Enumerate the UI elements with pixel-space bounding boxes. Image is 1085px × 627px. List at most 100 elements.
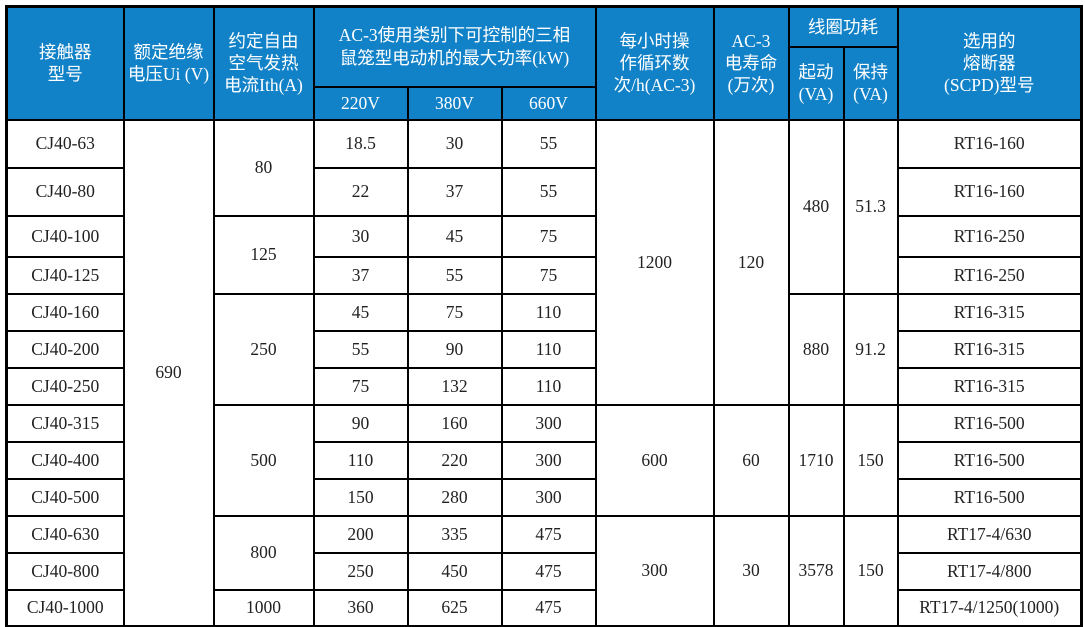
header-ac3-max-power: AC-3使用类别下可控制的三相 鼠笼型电动机的最大功率(kW) bbox=[312, 5, 597, 88]
cell-coil-hold: 91.2 bbox=[842, 292, 899, 406]
header-thermal-current: 约定自由 空气发热 电流Ith(A) bbox=[212, 5, 315, 121]
cell-fuse: RT16-250 bbox=[896, 214, 1083, 258]
header-electrical-life: AC-3 电寿命 (万次) bbox=[712, 5, 790, 121]
cell-cycles: 1200 bbox=[594, 118, 715, 406]
cell-fuse: RT16-315 bbox=[896, 292, 1083, 332]
cell-ith: 80 bbox=[212, 118, 315, 217]
header-cycles-per-hour: 每小时操 作循环数 次/h(AC-3) bbox=[594, 5, 715, 121]
cell-fuse: RT16-500 bbox=[896, 440, 1083, 480]
cell-fuse: RT16-315 bbox=[896, 366, 1083, 406]
cell-p220: 150 bbox=[312, 477, 409, 517]
cell-p380: 55 bbox=[406, 255, 503, 295]
cell-model: CJ40-80 bbox=[5, 166, 125, 217]
cell-p660: 110 bbox=[500, 329, 597, 369]
cell-model: CJ40-400 bbox=[5, 440, 125, 480]
cell-model: CJ40-250 bbox=[5, 366, 125, 406]
cell-cycles: 300 bbox=[594, 514, 715, 627]
cell-ith: 800 bbox=[212, 514, 315, 591]
table-row: CJ40-250 75 132 110 RT16-315 bbox=[5, 366, 1083, 406]
header-coil-start: 起动 (VA) bbox=[787, 45, 845, 121]
cell-model: CJ40-315 bbox=[5, 403, 125, 443]
cell-p380: 160 bbox=[406, 403, 503, 443]
cell-p660: 475 bbox=[500, 551, 597, 591]
cell-p220: 75 bbox=[312, 366, 409, 406]
header-fuse-type: 选用的 熔断器 (SCPD)型号 bbox=[896, 5, 1083, 121]
cell-life: 60 bbox=[712, 403, 790, 517]
cell-p220: 18.5 bbox=[312, 118, 409, 169]
cell-p660: 300 bbox=[500, 477, 597, 517]
cell-fuse: RT17-4/800 bbox=[896, 551, 1083, 591]
cell-coil-hold: 150 bbox=[842, 403, 899, 517]
cell-p380: 280 bbox=[406, 477, 503, 517]
cell-p380: 37 bbox=[406, 166, 503, 217]
header-coil-power: 线圈功耗 bbox=[787, 5, 899, 48]
cell-life: 30 bbox=[712, 514, 790, 627]
cell-fuse: RT17-4/630 bbox=[896, 514, 1083, 554]
cell-p220: 360 bbox=[312, 588, 409, 627]
header-coil-hold: 保持 (VA) bbox=[842, 45, 899, 121]
cell-p220: 37 bbox=[312, 255, 409, 295]
table-row: CJ40-200 55 90 110 RT16-315 bbox=[5, 329, 1083, 369]
table-row: CJ40-80 22 37 55 RT16-160 bbox=[5, 166, 1083, 217]
cell-p220: 200 bbox=[312, 514, 409, 554]
table-row: CJ40-800 250 450 475 RT17-4/800 bbox=[5, 551, 1083, 591]
cell-p660: 110 bbox=[500, 292, 597, 332]
cell-model: CJ40-125 bbox=[5, 255, 125, 295]
cell-p660: 300 bbox=[500, 440, 597, 480]
header-220v: 220V bbox=[312, 85, 409, 121]
table-row: CJ40-1000 1000 360 625 475 RT17-4/1250(1… bbox=[5, 588, 1083, 627]
cell-fuse: RT16-500 bbox=[896, 477, 1083, 517]
cell-model: CJ40-1000 bbox=[5, 588, 125, 627]
cell-coil-hold: 51.3 bbox=[842, 118, 899, 295]
contactor-spec-table: 接触器 型号 额定绝缘 电压Ui (V) 约定自由 空气发热 电流Ith(A) … bbox=[5, 5, 1083, 627]
header-contactor-model: 接触器 型号 bbox=[5, 5, 125, 121]
cell-p220: 250 bbox=[312, 551, 409, 591]
cell-p380: 220 bbox=[406, 440, 503, 480]
cell-model: CJ40-500 bbox=[5, 477, 125, 517]
cell-p660: 55 bbox=[500, 118, 597, 169]
cell-p660: 475 bbox=[500, 514, 597, 554]
cell-p660: 300 bbox=[500, 403, 597, 443]
cell-p660: 110 bbox=[500, 366, 597, 406]
cell-life: 120 bbox=[712, 118, 790, 406]
cell-coil-start: 3578 bbox=[787, 514, 845, 627]
table-row: CJ40-500 150 280 300 RT16-500 bbox=[5, 477, 1083, 517]
cell-fuse: RT16-315 bbox=[896, 329, 1083, 369]
cell-model: CJ40-160 bbox=[5, 292, 125, 332]
cell-rated-voltage: 690 bbox=[122, 118, 215, 627]
cell-p220: 22 bbox=[312, 166, 409, 217]
header-660v: 660V bbox=[500, 85, 597, 121]
cell-fuse: RT16-250 bbox=[896, 255, 1083, 295]
cell-model: CJ40-100 bbox=[5, 214, 125, 258]
header-380v: 380V bbox=[406, 85, 503, 121]
cell-p660: 55 bbox=[500, 166, 597, 217]
cell-ith: 500 bbox=[212, 403, 315, 517]
cell-model: CJ40-200 bbox=[5, 329, 125, 369]
table-row: CJ40-630 800 200 335 475 300 30 3578 150… bbox=[5, 514, 1083, 627]
header-rated-insulation-voltage: 额定绝缘 电压Ui (V) bbox=[122, 5, 215, 121]
cell-coil-start: 480 bbox=[787, 118, 845, 295]
cell-fuse: RT16-160 bbox=[896, 166, 1083, 217]
table-row: CJ40-160 250 45 75 110 880 91.2 RT16-315 bbox=[5, 292, 1083, 406]
cell-ith: 1000 bbox=[212, 588, 315, 627]
cell-fuse: RT16-500 bbox=[896, 403, 1083, 443]
cell-p380: 90 bbox=[406, 329, 503, 369]
cell-coil-start: 880 bbox=[787, 292, 845, 406]
cell-p380: 75 bbox=[406, 292, 503, 332]
cell-ith: 250 bbox=[212, 292, 315, 406]
cell-p380: 335 bbox=[406, 514, 503, 554]
cell-p380: 132 bbox=[406, 366, 503, 406]
cell-model: CJ40-630 bbox=[5, 514, 125, 554]
cell-p660: 475 bbox=[500, 588, 597, 627]
cell-ith: 125 bbox=[212, 214, 315, 295]
cell-p380: 625 bbox=[406, 588, 503, 627]
cell-p380: 30 bbox=[406, 118, 503, 169]
table-body: CJ40-63 690 80 18.5 30 55 1200 120 480 5… bbox=[5, 118, 1083, 627]
cell-p220: 55 bbox=[312, 329, 409, 369]
cell-p660: 75 bbox=[500, 214, 597, 258]
cell-p220: 45 bbox=[312, 292, 409, 332]
cell-coil-hold: 150 bbox=[842, 514, 899, 627]
cell-fuse: RT17-4/1250(1000) bbox=[896, 588, 1083, 627]
cell-cycles: 600 bbox=[594, 403, 715, 517]
